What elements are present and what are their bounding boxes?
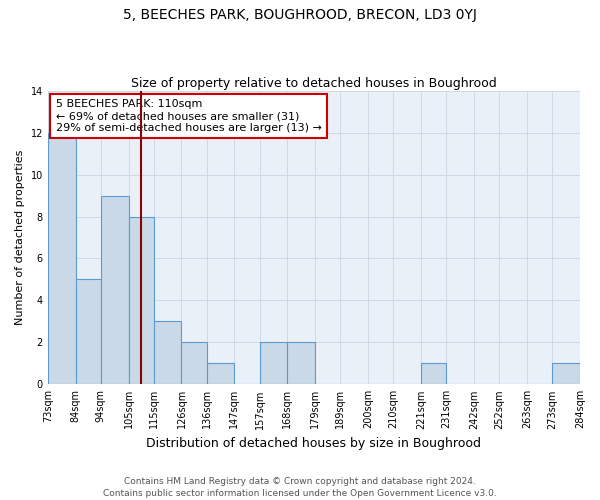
Bar xyxy=(206,364,235,384)
Bar xyxy=(48,132,76,384)
Bar xyxy=(181,342,206,384)
Text: 5, BEECHES PARK, BOUGHROOD, BRECON, LD3 0YJ: 5, BEECHES PARK, BOUGHROOD, BRECON, LD3 … xyxy=(123,8,477,22)
Bar xyxy=(260,342,287,384)
Bar xyxy=(287,342,315,384)
Bar xyxy=(154,322,181,384)
Title: Size of property relative to detached houses in Boughrood: Size of property relative to detached ho… xyxy=(131,76,497,90)
Text: Contains HM Land Registry data © Crown copyright and database right 2024.
Contai: Contains HM Land Registry data © Crown c… xyxy=(103,476,497,498)
Bar xyxy=(76,280,101,384)
Bar xyxy=(552,364,580,384)
Bar xyxy=(101,196,128,384)
Bar xyxy=(128,216,154,384)
Bar xyxy=(421,364,446,384)
Y-axis label: Number of detached properties: Number of detached properties xyxy=(15,150,25,325)
X-axis label: Distribution of detached houses by size in Boughrood: Distribution of detached houses by size … xyxy=(146,437,481,450)
Text: 5 BEECHES PARK: 110sqm
← 69% of detached houses are smaller (31)
29% of semi-det: 5 BEECHES PARK: 110sqm ← 69% of detached… xyxy=(56,100,322,132)
